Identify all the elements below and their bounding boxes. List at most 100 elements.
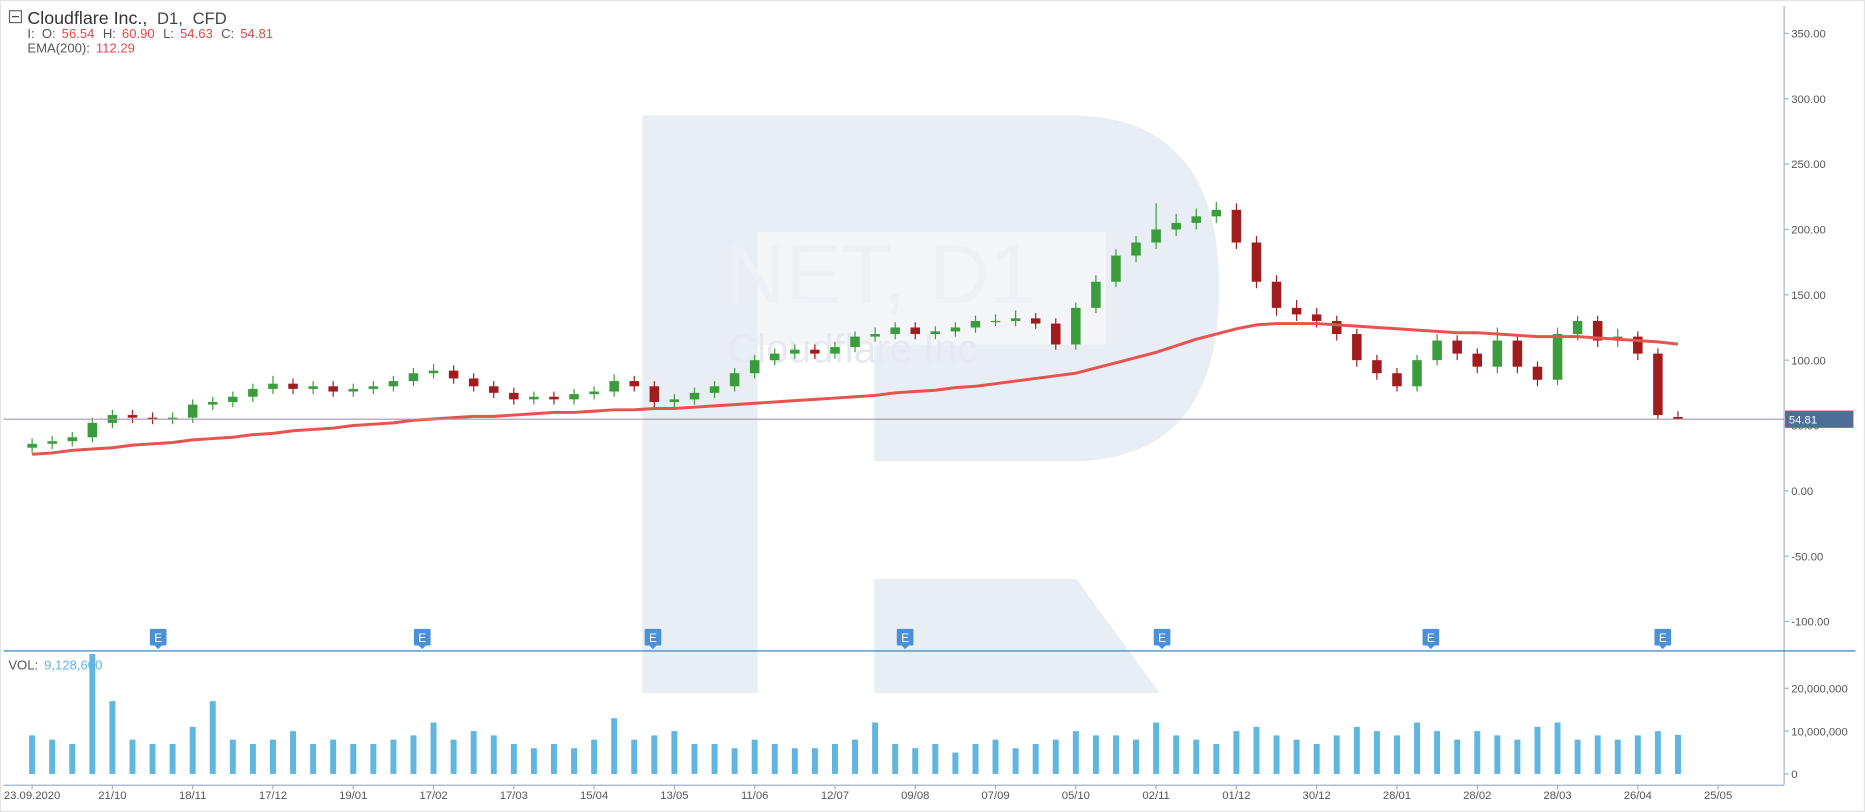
x-tick-label: 11/06	[741, 790, 768, 802]
candle-body	[1291, 307, 1302, 315]
candle-body	[1251, 242, 1262, 282]
x-tick-label: 07/09	[981, 790, 1009, 802]
x-tick-label: 25/05	[1704, 790, 1732, 802]
volume-bar	[350, 743, 357, 774]
candle-body	[1131, 242, 1141, 256]
volume-bar	[1514, 739, 1521, 774]
volume-bar	[872, 722, 879, 774]
volume-bar	[530, 748, 537, 774]
candle-body	[830, 347, 840, 354]
event-pointer	[901, 645, 909, 650]
volume-bar	[811, 748, 818, 774]
candle-body	[1592, 320, 1603, 341]
candle-body	[850, 336, 860, 348]
candle-body	[448, 370, 459, 379]
event-pointer	[649, 645, 657, 650]
volume-bar	[1494, 735, 1501, 774]
ohlc-value: 60.90	[122, 26, 155, 41]
x-tick-label: 23.09.2020	[4, 790, 60, 802]
volume-bar	[932, 743, 939, 774]
candle-body	[1331, 320, 1342, 335]
volume-bar	[490, 735, 497, 774]
event-marker	[149, 628, 167, 646]
candle-body	[1532, 366, 1543, 380]
volume-bar	[209, 701, 216, 774]
candle-body	[268, 383, 278, 389]
volume-bar	[149, 743, 156, 774]
y-tick-label: 0.00	[1791, 486, 1813, 498]
x-tick-label: 21/10	[98, 790, 126, 802]
ohlc-name: H:	[103, 26, 116, 41]
volume-bar	[450, 739, 457, 774]
volume-bar	[1654, 731, 1661, 774]
candle-body	[1111, 255, 1121, 282]
event-marker	[896, 628, 914, 646]
volume-bar	[69, 743, 76, 774]
volume-bar	[49, 739, 56, 774]
volume-bar	[671, 731, 678, 774]
candle-body	[328, 386, 338, 392]
volume-bar	[470, 731, 477, 774]
y-tick-label: 150.00	[1791, 290, 1826, 302]
x-tick-label: 13/05	[660, 790, 688, 802]
volume-bar	[29, 735, 36, 774]
candle-body	[1512, 340, 1523, 367]
candle-body	[488, 386, 499, 393]
volume-bar	[1313, 743, 1320, 774]
candle-body	[1633, 336, 1643, 354]
volume-bar	[1534, 726, 1541, 774]
volume-bar	[952, 752, 959, 774]
volume-bar	[1072, 731, 1079, 774]
candle-body	[910, 327, 921, 335]
volume-bar	[169, 743, 176, 774]
volume-bar	[912, 748, 919, 774]
event-pointer	[418, 645, 426, 650]
candle-body	[1492, 340, 1503, 367]
candle-body	[769, 353, 780, 361]
volume-bar	[1173, 735, 1180, 774]
ema-name: EMA(200):	[27, 40, 90, 55]
ema-value: 112.29	[96, 40, 135, 55]
event-label: E	[418, 631, 426, 645]
candle-body	[308, 386, 318, 389]
candle-body	[529, 396, 539, 400]
event-label: E	[1427, 631, 1435, 645]
volume-bar	[791, 748, 798, 774]
volume-bar	[249, 743, 256, 774]
volume-bar	[1213, 743, 1220, 774]
volume-bar	[1454, 739, 1461, 774]
candle-body	[1572, 320, 1583, 335]
volume-bar	[370, 743, 377, 774]
last-price-box	[1784, 410, 1854, 428]
volume-bar	[1434, 731, 1441, 774]
candle-body	[1171, 222, 1181, 230]
candle-body	[629, 381, 640, 387]
volume-bar	[89, 653, 96, 774]
ema-line	[32, 322, 1679, 456]
candle-body	[589, 391, 599, 395]
volume-bar	[972, 743, 979, 774]
event-marker	[1153, 628, 1171, 646]
volume-bar	[731, 748, 738, 774]
x-tick-label: 15/04	[580, 790, 608, 802]
volume-bar	[269, 739, 276, 774]
candle-body	[67, 437, 78, 442]
x-tick-label: 12/07	[821, 790, 849, 802]
candle-body	[288, 383, 298, 389]
volume-bar	[1674, 734, 1681, 774]
candle-body	[1472, 353, 1483, 367]
volume-bar	[771, 743, 778, 774]
header-title: Cloudflare Inc., D1, CFD	[27, 8, 226, 28]
candle-body	[348, 388, 359, 392]
candle-body	[468, 378, 479, 387]
legend-prefix: I:	[27, 26, 34, 41]
volume-bar	[1012, 748, 1019, 774]
y-tick-label: 350.00	[1791, 29, 1826, 41]
candle-body	[870, 334, 880, 337]
ema-legend: EMA(200): 112.29	[27, 40, 135, 55]
candle-body	[689, 392, 700, 400]
y-tick-label: 100.00	[1791, 355, 1826, 367]
candle-body	[990, 320, 1001, 323]
